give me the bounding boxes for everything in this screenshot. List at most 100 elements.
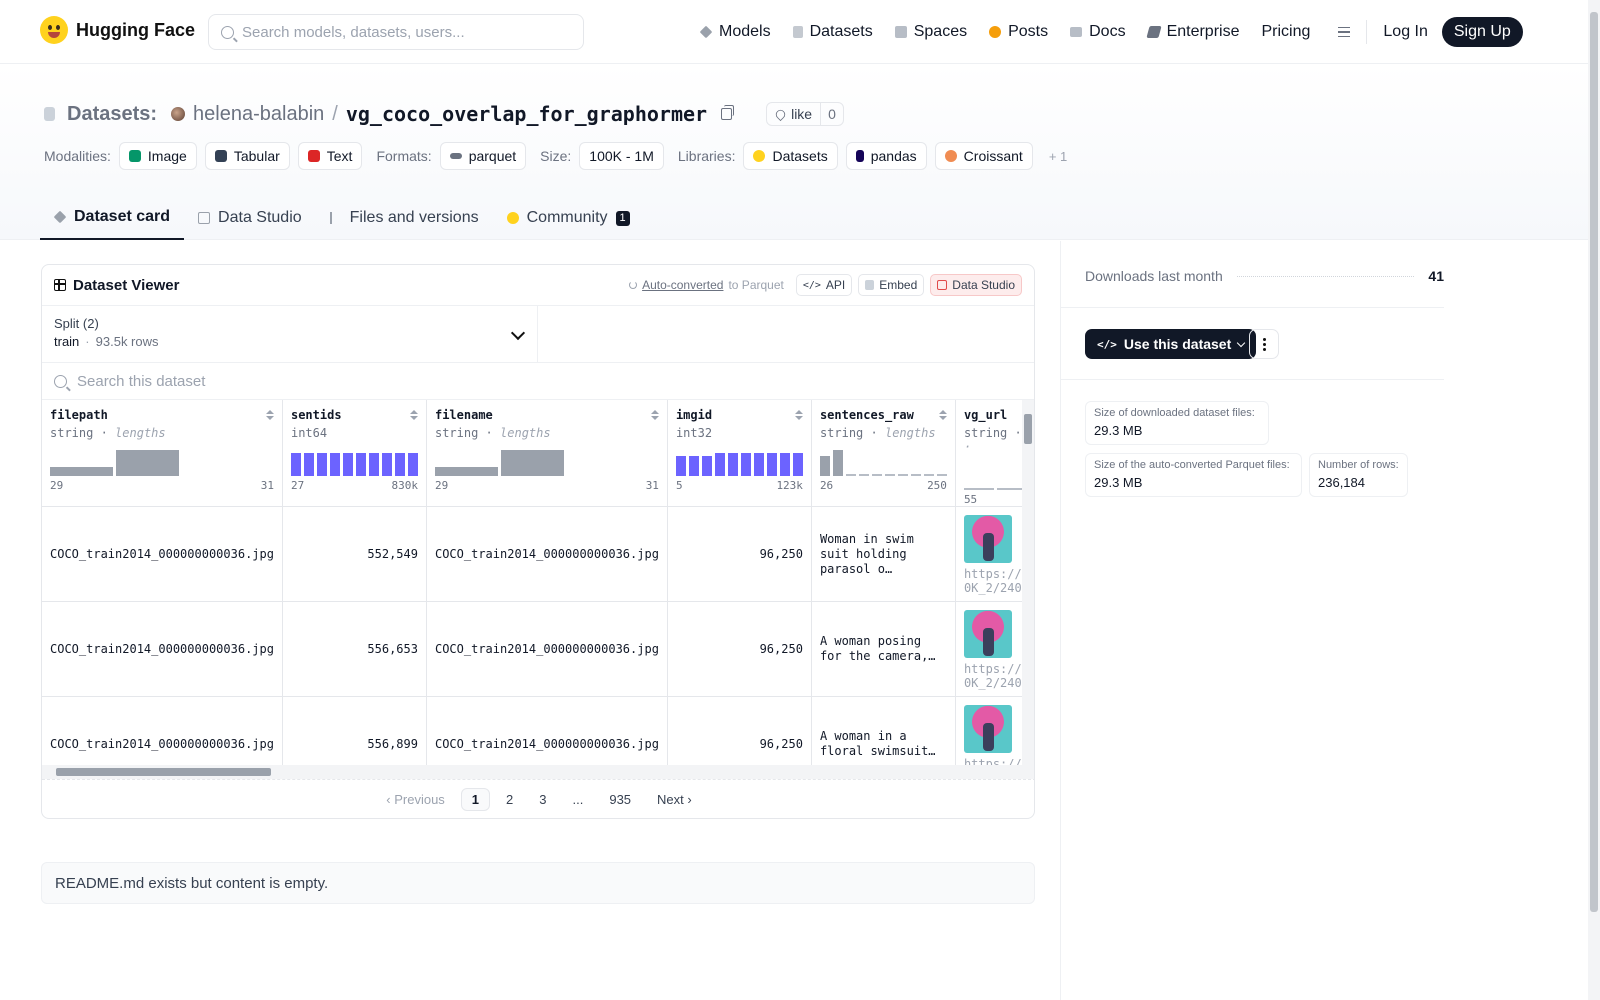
column-histogram[interactable]: [675, 448, 803, 476]
histogram-bar[interactable]: [740, 453, 751, 476]
cell-filepath[interactable]: COCO_train2014_000000000036.jpg: [42, 506, 283, 602]
page-1-button[interactable]: 1: [460, 788, 491, 811]
histogram-bar[interactable]: [355, 453, 366, 476]
histogram-bar[interactable]: [290, 453, 301, 476]
page-scrollbar[interactable]: [1588, 0, 1600, 1000]
cell-sentences-raw[interactable]: A woman posing for the camera,…: [811, 601, 956, 697]
page-3-button[interactable]: 3: [539, 792, 547, 807]
tab-data-studio[interactable]: Data Studio: [184, 196, 316, 240]
modality-tag-text[interactable]: Text: [297, 142, 363, 170]
histogram-bar[interactable]: [753, 453, 764, 476]
nav-docs[interactable]: Docs: [1070, 23, 1126, 41]
library-tag-pandas[interactable]: pandas: [845, 142, 927, 170]
tab-community[interactable]: Community 1: [493, 196, 644, 240]
histogram-bar[interactable]: [923, 474, 934, 476]
table-row[interactable]: COCO_train2014_000000000036.jpg 552,549 CO…: [42, 506, 1034, 602]
cell-imgid[interactable]: 96,250: [667, 601, 812, 697]
data-studio-button[interactable]: Data Studio: [930, 274, 1022, 296]
repo-owner-link[interactable]: helena-balabin: [193, 102, 325, 125]
histogram-bar[interactable]: [963, 488, 994, 490]
nav-posts[interactable]: Posts: [989, 23, 1048, 41]
embed-button[interactable]: Embed: [858, 274, 925, 296]
histogram-bar[interactable]: [996, 488, 1027, 490]
next-page-button[interactable]: Next ›: [657, 792, 692, 807]
modality-tag-image[interactable]: Image: [118, 142, 197, 170]
column-header-vg_url[interactable]: vg_url string · · 55: [955, 400, 1034, 507]
library-tag-datasets[interactable]: Datasets: [743, 142, 838, 170]
sort-icon[interactable]: [938, 410, 947, 422]
column-histogram[interactable]: [963, 462, 1029, 490]
histogram-bar[interactable]: [381, 453, 392, 476]
histogram-bar[interactable]: [779, 453, 790, 476]
histogram-bar[interactable]: [871, 474, 882, 476]
cell-filepath[interactable]: COCO_train2014_000000000036.jpg: [42, 601, 283, 697]
cell-sentids[interactable]: 556,653: [282, 601, 427, 697]
histogram-bar[interactable]: [368, 453, 379, 476]
library-tag-croissant[interactable]: Croissant: [934, 142, 1033, 170]
table-row[interactable]: COCO_train2014_000000000036.jpg 556,899 CO…: [42, 696, 1034, 776]
column-header-sentences_raw[interactable]: sentences_raw string · lengths 26 250: [811, 400, 956, 507]
histogram-bar[interactable]: [858, 474, 869, 476]
histogram-bar[interactable]: [342, 453, 353, 476]
histogram-bar[interactable]: [766, 453, 777, 476]
sort-icon[interactable]: [650, 410, 659, 422]
histogram-bar[interactable]: [897, 474, 908, 476]
previous-page-button[interactable]: ‹ Previous: [386, 792, 445, 807]
cell-imgid[interactable]: 96,250: [667, 696, 812, 776]
column-histogram[interactable]: [50, 448, 274, 476]
histogram-bar[interactable]: [936, 474, 947, 476]
histogram-bar[interactable]: [303, 453, 314, 476]
url-text[interactable]: 0K_2/2406: [963, 676, 1029, 690]
histogram-bar[interactable]: [500, 450, 564, 476]
cell-sentences-raw[interactable]: A woman in a floral swimsuit…: [811, 696, 956, 776]
api-button[interactable]: </> API: [795, 274, 853, 296]
horizontal-scroll-thumb[interactable]: [56, 768, 271, 776]
page-last-button[interactable]: 935: [609, 792, 632, 807]
histogram-bar[interactable]: [407, 453, 418, 476]
cell-filepath[interactable]: COCO_train2014_000000000036.jpg: [42, 696, 283, 776]
cell-filename[interactable]: COCO_train2014_000000000036.jpg: [426, 601, 668, 697]
sort-icon[interactable]: [794, 410, 803, 422]
cell-sentids[interactable]: 552,549: [282, 506, 427, 602]
histogram-bar[interactable]: [394, 453, 405, 476]
histogram-bar[interactable]: [316, 453, 327, 476]
histogram-bar[interactable]: [819, 456, 830, 476]
search-input[interactable]: Search models, datasets, users...: [208, 14, 584, 50]
tab-files-and-versions[interactable]: Files and versions: [316, 196, 493, 240]
sort-icon[interactable]: [409, 410, 418, 422]
histogram-bar[interactable]: [329, 453, 340, 476]
image-thumbnail[interactable]: [963, 515, 1012, 563]
cell-filename[interactable]: COCO_train2014_000000000036.jpg: [426, 506, 668, 602]
nav-datasets[interactable]: Datasets: [792, 23, 873, 41]
more-libraries[interactable]: + 1: [1048, 148, 1068, 164]
column-histogram[interactable]: [434, 448, 659, 476]
cell-sentids[interactable]: 556,899: [282, 696, 427, 776]
column-histogram[interactable]: [819, 448, 947, 476]
login-link[interactable]: Log In: [1383, 23, 1428, 40]
table-row[interactable]: COCO_train2014_000000000036.jpg 556,653 CO…: [42, 601, 1034, 697]
histogram-bar[interactable]: [714, 453, 725, 476]
histogram-bar[interactable]: [675, 456, 686, 476]
histogram-bar[interactable]: [50, 467, 113, 476]
tab-dataset-card[interactable]: Dataset card: [40, 196, 185, 240]
repo-type-link[interactable]: Datasets:: [67, 102, 158, 125]
copy-icon[interactable]: [721, 105, 735, 120]
nav-spaces[interactable]: Spaces: [894, 23, 967, 41]
vertical-scrollbar[interactable]: [1022, 400, 1034, 776]
histogram-bar[interactable]: [845, 474, 856, 476]
histogram-bar[interactable]: [832, 450, 843, 476]
modality-tag-tabular[interactable]: Tabular: [204, 142, 290, 170]
histogram-bar[interactable]: [434, 467, 498, 476]
horizontal-scrollbar[interactable]: [42, 765, 1034, 779]
more-menu-icon[interactable]: [1338, 26, 1351, 38]
like-button[interactable]: like 0: [766, 102, 844, 126]
auto-converted-link[interactable]: Auto-converted: [642, 278, 724, 292]
nav-pricing[interactable]: Pricing: [1261, 23, 1310, 41]
histogram-bar[interactable]: [792, 453, 803, 476]
column-header-sentids[interactable]: sentids int64 27 830k: [282, 400, 427, 507]
url-text[interactable]: https://c: [963, 662, 1029, 676]
column-header-imgid[interactable]: imgid int32 5 123k: [667, 400, 812, 507]
sort-icon[interactable]: [265, 410, 274, 422]
page-scroll-thumb[interactable]: [1590, 12, 1598, 912]
